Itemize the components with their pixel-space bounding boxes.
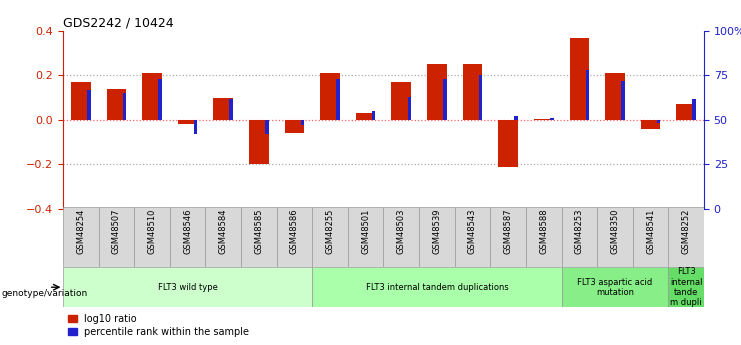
Bar <box>63 267 312 307</box>
Bar <box>462 65 482 120</box>
Bar <box>514 116 518 120</box>
Bar <box>391 82 411 120</box>
Bar <box>621 81 625 120</box>
Bar <box>427 65 447 120</box>
Bar <box>534 119 554 120</box>
Text: FLT3 internal tandem duplications: FLT3 internal tandem duplications <box>365 283 508 292</box>
Text: GSM48541: GSM48541 <box>646 209 655 254</box>
Bar <box>336 79 340 120</box>
Bar <box>285 120 305 133</box>
Bar <box>570 38 589 120</box>
Bar <box>194 120 197 134</box>
Bar <box>178 120 197 124</box>
Text: GSM48585: GSM48585 <box>254 209 263 254</box>
Bar <box>348 207 384 267</box>
Bar <box>107 89 126 120</box>
Bar <box>562 267 668 307</box>
Bar <box>241 207 276 267</box>
Text: GSM48584: GSM48584 <box>219 209 227 254</box>
Bar <box>87 90 90 120</box>
Bar <box>301 120 305 125</box>
Text: genotype/variation: genotype/variation <box>1 289 87 298</box>
Bar <box>320 73 340 120</box>
Text: FLT3 aspartic acid
mutation: FLT3 aspartic acid mutation <box>577 277 653 297</box>
Bar <box>249 120 269 164</box>
Bar <box>597 207 633 267</box>
Bar <box>562 207 597 267</box>
Bar <box>408 97 411 120</box>
Bar <box>372 111 376 120</box>
Bar <box>491 207 526 267</box>
Legend: log10 ratio, percentile rank within the sample: log10 ratio, percentile rank within the … <box>68 314 250 337</box>
Bar <box>479 76 482 120</box>
Bar <box>230 99 233 120</box>
Text: FLT3
internal
tande
m dupli: FLT3 internal tande m dupli <box>670 267 702 307</box>
Bar <box>641 120 660 129</box>
Bar <box>550 118 554 120</box>
Bar <box>605 73 625 120</box>
Bar <box>312 207 348 267</box>
Bar <box>134 207 170 267</box>
Bar <box>276 207 312 267</box>
Bar <box>383 207 419 267</box>
Bar <box>455 207 491 267</box>
Bar <box>205 207 241 267</box>
Text: GSM48501: GSM48501 <box>361 209 370 254</box>
Bar <box>170 207 205 267</box>
Bar <box>213 98 233 120</box>
Bar <box>122 93 126 120</box>
Bar <box>498 120 518 167</box>
Text: GSM48253: GSM48253 <box>575 209 584 254</box>
Text: GSM48587: GSM48587 <box>504 209 513 254</box>
Bar <box>692 99 696 120</box>
Bar <box>159 79 162 120</box>
Bar <box>633 207 668 267</box>
Bar <box>668 207 704 267</box>
Text: FLT3 wild type: FLT3 wild type <box>158 283 218 292</box>
Text: GSM48546: GSM48546 <box>183 209 192 254</box>
Bar <box>419 207 455 267</box>
Text: GSM48507: GSM48507 <box>112 209 121 254</box>
Bar <box>585 70 589 120</box>
Bar <box>657 120 660 124</box>
Bar <box>312 267 562 307</box>
Bar <box>142 73 162 120</box>
Text: GDS2242 / 10424: GDS2242 / 10424 <box>63 17 173 30</box>
Bar <box>677 104 696 120</box>
Text: GSM48503: GSM48503 <box>396 209 406 254</box>
Bar <box>63 207 99 267</box>
Bar <box>99 207 134 267</box>
Text: GSM48510: GSM48510 <box>147 209 156 254</box>
Text: GSM48255: GSM48255 <box>325 209 334 254</box>
Text: GSM48254: GSM48254 <box>76 209 85 254</box>
Bar <box>356 113 376 120</box>
Text: GSM48543: GSM48543 <box>468 209 477 254</box>
Text: GSM48252: GSM48252 <box>682 209 691 254</box>
Bar <box>265 120 269 134</box>
Text: GSM48586: GSM48586 <box>290 209 299 254</box>
Bar <box>443 79 447 120</box>
Bar <box>526 207 562 267</box>
Text: GSM48350: GSM48350 <box>611 209 619 254</box>
Text: GSM48588: GSM48588 <box>539 209 548 254</box>
Text: GSM48539: GSM48539 <box>433 209 442 254</box>
Bar <box>71 82 90 120</box>
Bar <box>668 267 704 307</box>
